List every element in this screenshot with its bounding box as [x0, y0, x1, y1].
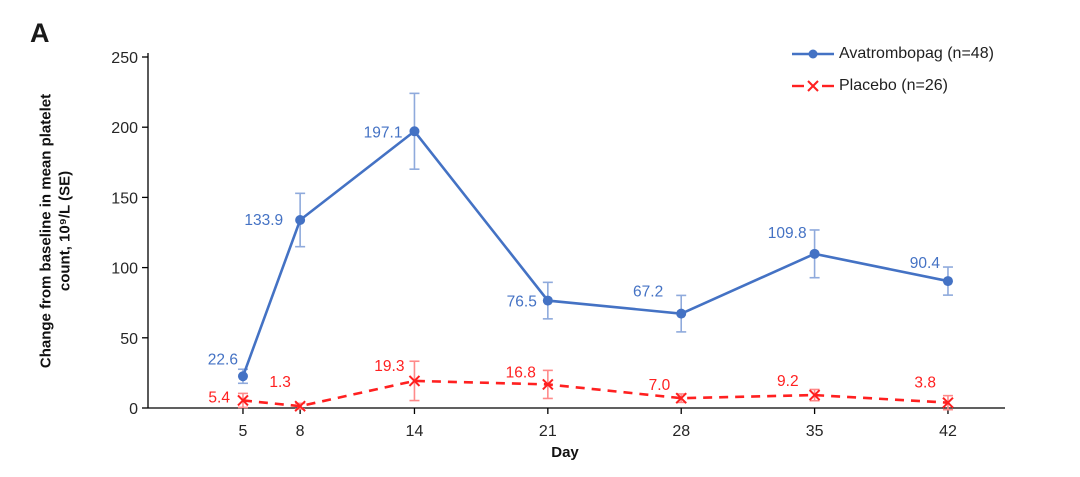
legend-item-placebo: Placebo (n=26)	[792, 74, 994, 98]
marker-circle	[409, 126, 420, 137]
y-tick-label: 100	[111, 261, 138, 278]
marker-circle	[542, 295, 553, 306]
data-label: 90.4	[910, 255, 941, 272]
marker-x	[294, 400, 306, 412]
legend: Avatrombopag (n=48) Placebo (n=26)	[792, 42, 994, 98]
y-tick-label: 200	[111, 120, 138, 137]
series-line	[242, 379, 949, 408]
y-tick-label: 50	[120, 331, 138, 348]
data-label: 76.5	[507, 294, 537, 311]
marker-x	[237, 394, 249, 407]
data-label: 1.3	[269, 374, 291, 391]
data-label: 109.8	[768, 225, 807, 242]
series-avatrombopag: 22.6 133.9 197.1 76.5 67.2 109.8 90.4	[208, 92, 953, 385]
legend-label-avatrombopag: Avatrombopag (n=48)	[839, 45, 994, 62]
legend-swatch-dashed-x-icon	[792, 78, 834, 94]
x-tick-label: 21	[539, 423, 557, 440]
data-label: 9.2	[777, 373, 799, 390]
marker-circle	[809, 248, 820, 259]
x-tick-label: 14	[406, 423, 424, 440]
data-label: 22.6	[208, 351, 238, 368]
series-line	[241, 129, 949, 377]
data-label: 197.1	[364, 124, 403, 141]
marker-x	[942, 396, 954, 409]
y-tick-label: 150	[111, 190, 138, 207]
marker-circle	[676, 308, 687, 319]
marker-x	[542, 378, 554, 391]
x-tick-label: 35	[806, 423, 824, 440]
marker-circle	[295, 215, 306, 226]
data-label: 133.9	[244, 212, 283, 229]
y-tick-label: 0	[129, 401, 138, 418]
legend-label-placebo: Placebo (n=26)	[839, 77, 948, 94]
marker-circle	[942, 276, 953, 287]
data-label: 67.2	[633, 284, 663, 301]
x-tick-label: 8	[296, 423, 305, 440]
x-tick-label: 42	[939, 423, 957, 440]
marker-circle	[237, 371, 248, 382]
data-label: 3.8	[914, 375, 936, 392]
marker-x	[808, 389, 821, 401]
x-axis-title: Day	[551, 444, 579, 461]
legend-swatch-line-circle-icon	[792, 46, 834, 62]
x-tick-label: 28	[672, 423, 690, 440]
legend-item-avatrombopag: Avatrombopag (n=48)	[792, 42, 994, 66]
x-tick-label: 5	[239, 423, 248, 440]
data-label: 19.3	[374, 358, 404, 375]
marker-x	[408, 375, 421, 387]
marker-x	[675, 392, 687, 404]
data-label: 5.4	[208, 389, 230, 406]
y-tick-label: 250	[111, 50, 138, 67]
data-label: 7.0	[649, 377, 671, 394]
series-placebo: 5.4 1.3 19.3 16.8 7.0 9.2 3.8	[208, 358, 954, 412]
data-label: 16.8	[506, 364, 536, 381]
panel-label: A	[30, 18, 50, 48]
axes	[147, 53, 1005, 409]
